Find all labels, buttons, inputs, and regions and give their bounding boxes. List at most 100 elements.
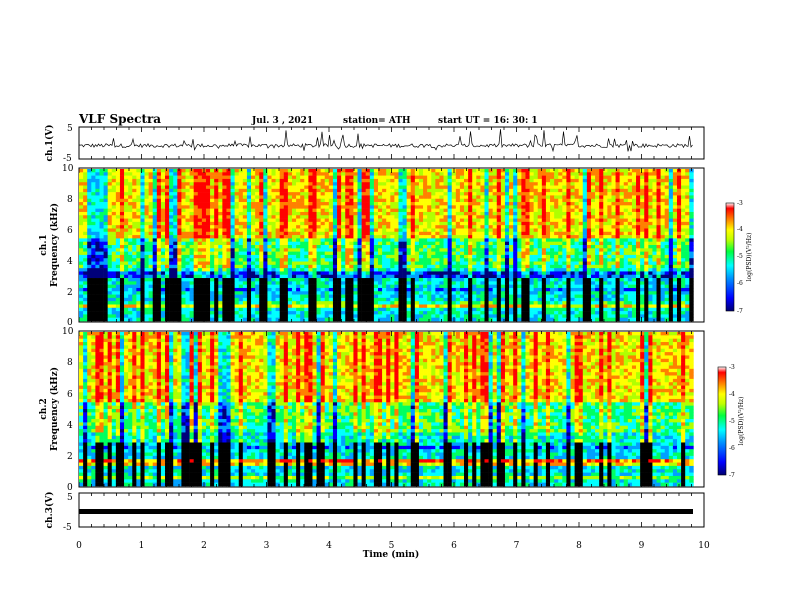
- spectrogram-cell: [378, 198, 383, 203]
- spectrogram-cell: [267, 202, 272, 206]
- spectrogram-cell: [222, 225, 227, 229]
- spectrogram-cell: [136, 251, 141, 256]
- spectrogram-cell: [668, 211, 674, 216]
- spectrogram-cell: [615, 185, 620, 190]
- spectrogram-cell: [332, 241, 338, 246]
- spectrogram-cell: [509, 169, 514, 173]
- spectrogram-cell: [111, 175, 117, 180]
- spectrogram-cell: [492, 202, 498, 206]
- spectrogram-cell: [197, 238, 203, 242]
- spectrogram-cell: [275, 188, 280, 193]
- spectrogram-cell: [246, 175, 252, 180]
- spectrogram-cell: [324, 238, 330, 242]
- spectrogram-cell: [541, 172, 547, 176]
- spectrogram-cell: [95, 188, 100, 193]
- spectrogram-cell: [660, 208, 666, 213]
- spectrogram-cell: [631, 245, 637, 249]
- spectrogram-cell: [160, 178, 166, 183]
- spectrogram-cell: [177, 261, 182, 266]
- spectrogram-cell: [136, 271, 141, 276]
- spectrogram-cell: [369, 205, 375, 209]
- spectrogram-cell: [361, 264, 367, 269]
- spectrogram-cell: [169, 264, 174, 269]
- spectrogram-cell: [513, 238, 518, 242]
- spectrogram-cell: [390, 251, 395, 256]
- spectrogram-cell: [119, 258, 125, 262]
- spectrogram-cell: [144, 192, 149, 196]
- spectrogram-cell: [201, 182, 207, 186]
- spectrogram-cell: [87, 195, 92, 200]
- spectrogram-cell: [414, 195, 420, 200]
- spectrogram-cell: [124, 274, 129, 279]
- spectrogram-cell: [545, 254, 551, 259]
- spectrogram-cell: [312, 268, 317, 272]
- spectrogram-cell: [271, 271, 276, 276]
- spectrogram-cell: [152, 238, 158, 242]
- spectrogram-cell: [599, 225, 604, 229]
- spectrogram-cell: [656, 215, 661, 219]
- spectrogram-cell: [672, 268, 678, 272]
- spectrogram-cell: [394, 274, 399, 279]
- spectrogram-cell: [455, 225, 461, 229]
- spectrogram-cell: [99, 185, 104, 190]
- spectrogram-cell: [447, 235, 453, 239]
- spectrogram-cell: [79, 228, 84, 233]
- spectrogram-cell: [345, 198, 350, 203]
- spectrogram-cell: [582, 172, 588, 176]
- spectrogram-cell: [660, 258, 666, 262]
- spectrogram-cell: [275, 254, 280, 259]
- spectrogram-cell: [541, 205, 547, 209]
- spectrogram-cell: [226, 251, 231, 256]
- spectrogram-cell: [504, 195, 510, 200]
- spectrogram-cell: [341, 185, 346, 190]
- spectrogram-cell: [320, 192, 326, 196]
- spectrogram-cell: [242, 251, 248, 256]
- spectrogram-cell: [627, 235, 633, 239]
- spectrogram-cell: [611, 251, 616, 256]
- spectrogram-cell: [586, 231, 592, 236]
- spectrogram-cell: [136, 215, 141, 219]
- spectrogram-cell: [414, 258, 420, 262]
- spectrogram-cell: [169, 221, 174, 226]
- spectrogram-cell: [574, 248, 579, 252]
- spectrogram-cell: [169, 192, 174, 196]
- spectrogram-cell: [291, 182, 297, 186]
- spectrogram-cell: [480, 231, 485, 236]
- spectrogram-cell: [586, 248, 592, 252]
- spectrogram-cell: [681, 218, 686, 223]
- spectrogram-cell: [500, 175, 506, 180]
- spectrogram-cell: [79, 261, 84, 266]
- spectrogram-cell: [79, 208, 84, 213]
- spectrogram-cell: [640, 268, 645, 272]
- spectrogram-cell: [590, 235, 596, 239]
- spectrogram-cell: [648, 172, 653, 176]
- spectrogram-cell: [337, 251, 342, 256]
- spectrogram-cell: [488, 248, 493, 252]
- spectrogram-cell: [185, 271, 190, 276]
- spectrogram-cell: [418, 245, 424, 249]
- spectrogram-cell: [246, 205, 252, 209]
- spectrogram-cell: [418, 241, 424, 246]
- spectrogram-cell: [205, 195, 211, 200]
- spectrogram-cell: [115, 205, 121, 209]
- spectrogram-cell: [103, 205, 108, 209]
- spectrogram-cell: [656, 178, 661, 183]
- spectrogram-cell: [431, 202, 436, 206]
- spectrogram-cell: [369, 172, 375, 176]
- spectrogram-cell: [246, 251, 252, 256]
- spectrogram-cell: [644, 248, 649, 252]
- spectrogram-cell: [312, 225, 317, 229]
- spectrogram-cell: [648, 218, 653, 223]
- spectrogram-cell: [656, 202, 661, 206]
- spectrogram-cell: [402, 274, 407, 279]
- spectrogram-cell: [398, 178, 403, 183]
- spectrogram-cell: [173, 264, 178, 269]
- spectrogram-cell: [263, 248, 268, 252]
- spectrogram-cell: [509, 195, 514, 200]
- spectrogram-cell: [664, 248, 670, 252]
- spectrogram-cell: [554, 261, 559, 266]
- spectrogram-cell: [193, 241, 199, 246]
- spectrogram-cell: [660, 274, 666, 279]
- spectrogram-cell: [480, 241, 485, 246]
- spectrogram-cell: [115, 172, 121, 176]
